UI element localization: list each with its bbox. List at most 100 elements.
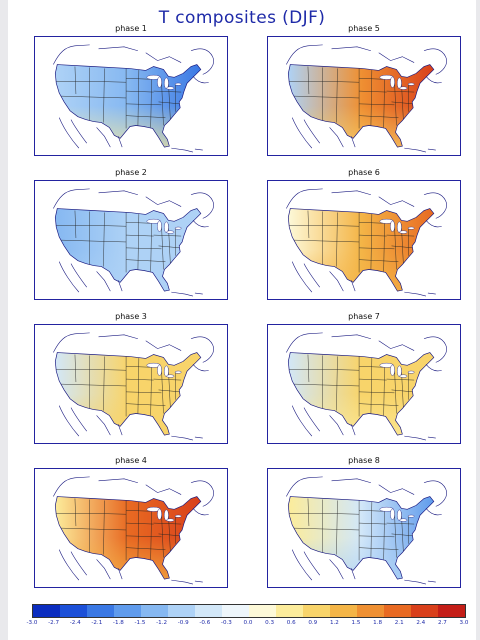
canada-mexico-coastlines [286, 332, 447, 437]
colorbar-swatch [114, 605, 142, 617]
great-lakes [379, 362, 415, 378]
state-borders [288, 210, 415, 273]
great-lakes [146, 506, 182, 522]
map-svg [53, 476, 214, 585]
great-lakes [379, 218, 415, 234]
caribbean-islands [171, 147, 203, 153]
state-borders [55, 354, 182, 417]
colorbar-tick-label: -2.4 [69, 620, 81, 626]
colorbar-swatch [222, 605, 250, 617]
colorbar-tick-label: -3.0 [26, 620, 38, 626]
colorbar-tick-label: 2.4 [416, 620, 426, 626]
state-borders [55, 498, 182, 561]
us-temperature-fill [55, 496, 201, 580]
colorbar-swatch [141, 605, 169, 617]
colorbar-svg [33, 605, 465, 617]
south-anomaly-band [288, 393, 434, 436]
state-borders [55, 66, 182, 129]
colorbar-tick-label: 0.0 [243, 620, 253, 626]
colorbar-tick-label: 3.0 [459, 620, 469, 626]
map-panel-6: phase 6 [267, 168, 461, 300]
canada-mexico-coastlines [53, 476, 214, 581]
colorbar-swatch [438, 605, 465, 617]
colorbar-swatch [33, 605, 61, 617]
map-svg [286, 44, 447, 153]
map-panel-4: phase 4 [34, 456, 228, 588]
colorbar-swatch [330, 605, 358, 617]
state-borders [288, 66, 415, 129]
great-lakes [379, 506, 415, 522]
canada-mexico-coastlines [53, 188, 214, 293]
colorbar-swatch [276, 605, 304, 617]
panel-title: phase 3 [115, 312, 147, 321]
colorbar-tick-label: 1.2 [329, 620, 339, 626]
us-temperature-fill [55, 64, 201, 148]
south-anomaly-band [55, 537, 201, 580]
us-coastline [287, 64, 435, 148]
south-anomaly-band [288, 249, 434, 292]
us-temperature-fill [55, 352, 201, 436]
us-coastline [54, 352, 202, 436]
great-lakes [146, 362, 182, 378]
us-coastline [54, 496, 202, 580]
us-coastline [54, 64, 202, 148]
caribbean-islands [404, 147, 436, 153]
colorbar-tick-label: -0.6 [199, 620, 211, 626]
panel-title: phase 2 [115, 168, 147, 177]
colorbar-tick-label: -1.2 [156, 620, 168, 626]
map-frame [34, 36, 228, 156]
map-panel-2: phase 2 [34, 168, 228, 300]
us-coastline [54, 208, 202, 292]
colorbar-tick-label: 0.6 [286, 620, 296, 626]
great-lakes [146, 74, 182, 90]
us-temperature-fill [55, 208, 201, 292]
figure-title: T composites (DJF) [158, 8, 326, 28]
colorbar-swatch [357, 605, 385, 617]
colorbar-swatch [60, 605, 88, 617]
us-coastline [287, 352, 435, 436]
map-frame [267, 36, 461, 156]
canada-mexico-coastlines [286, 44, 447, 149]
map-frame [267, 468, 461, 588]
caribbean-islands [404, 579, 436, 585]
colorbar-ticks: -3.0 -2.7 -2.4 -2.1 -1.8 -1.5 -1.2 -0.9 -0.6 -0.3… [27, 620, 469, 630]
south-anomaly-band [55, 105, 201, 148]
panel-title: phase 7 [348, 312, 380, 321]
great-lakes [379, 74, 415, 90]
colorbar-tick-label: -2.1 [91, 620, 103, 626]
caribbean-islands [404, 435, 436, 441]
map-svg [53, 188, 214, 297]
map-panel-5: phase 5 [267, 24, 461, 156]
colorbar-tick-label: 1.8 [373, 620, 383, 626]
us-temperature-fill [288, 208, 434, 292]
caribbean-islands [171, 435, 203, 441]
us-temperature-fill [288, 64, 434, 148]
colorbar-swatch [249, 605, 277, 617]
caribbean-islands [404, 291, 436, 297]
map-panel-7: phase 7 [267, 312, 461, 444]
map-panel-8: phase 8 [267, 456, 461, 588]
map-svg [286, 188, 447, 297]
state-borders [288, 354, 415, 417]
colorbar-swatch [87, 605, 115, 617]
colorbar-swatch [195, 605, 223, 617]
canada-mexico-coastlines [53, 332, 214, 437]
us-temperature-fill [288, 352, 434, 436]
south-anomaly-band [55, 249, 201, 292]
colorbar-tick-label: 0.3 [265, 620, 275, 626]
map-svg [53, 44, 214, 153]
colorbar-swatch [384, 605, 412, 617]
canada-mexico-coastlines [53, 44, 214, 149]
colorbar-tick-label: -1.8 [112, 620, 124, 626]
map-frame [34, 324, 228, 444]
colorbar-tick-label: 0.9 [308, 620, 318, 626]
state-borders [55, 210, 182, 273]
panel-title: phase 6 [348, 168, 380, 177]
map-svg [286, 332, 447, 441]
canada-mexico-coastlines [286, 476, 447, 581]
great-lakes [146, 218, 182, 234]
south-anomaly-band [288, 537, 434, 580]
caribbean-islands [171, 579, 203, 585]
panel-title: phase 5 [348, 24, 380, 33]
caribbean-islands [171, 291, 203, 297]
